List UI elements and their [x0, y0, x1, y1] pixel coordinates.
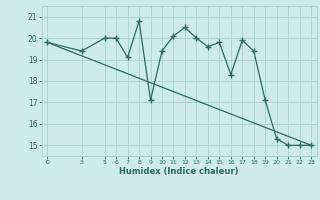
X-axis label: Humidex (Indice chaleur): Humidex (Indice chaleur) [119, 167, 239, 176]
